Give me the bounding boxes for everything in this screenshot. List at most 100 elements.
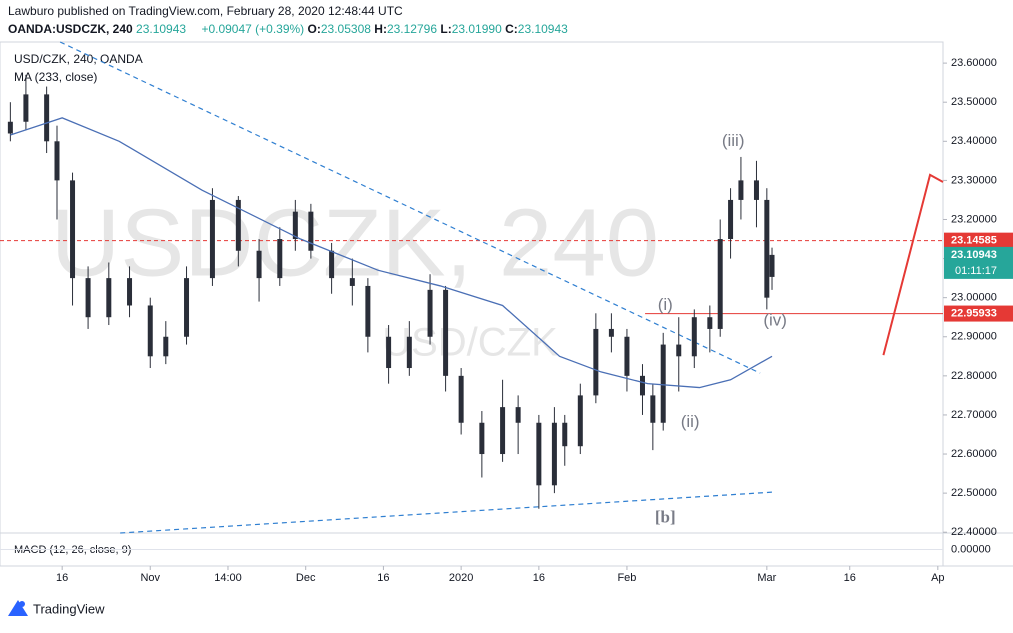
last: 23.10943 bbox=[136, 22, 186, 36]
candle-body bbox=[660, 344, 666, 423]
price-label: 23.14585 bbox=[951, 235, 997, 247]
candle-body bbox=[147, 305, 153, 357]
candle-body bbox=[769, 254, 775, 277]
candle-body bbox=[85, 278, 91, 318]
y-tick-label: 23.40000 bbox=[951, 135, 997, 147]
candle-body bbox=[386, 336, 392, 369]
legend-ma: MA (233, close) bbox=[14, 70, 97, 84]
x-tick-label: Nov bbox=[140, 572, 160, 584]
x-tick-label: 16 bbox=[56, 572, 68, 584]
candle-body bbox=[593, 328, 599, 396]
candle-body bbox=[308, 211, 314, 251]
trend-line bbox=[59, 41, 761, 374]
legend-symbol: USD/CZK, 240, OANDA bbox=[14, 52, 143, 66]
price-label-bg bbox=[944, 232, 1013, 249]
last-price-label: 23.10943 bbox=[951, 249, 997, 261]
y-tick-label: 23.30000 bbox=[951, 174, 997, 186]
x-tick-label: 14:00 bbox=[214, 572, 242, 584]
x-tick-label: 16 bbox=[844, 572, 856, 584]
candle-body bbox=[551, 422, 557, 486]
x-tick-label: 2020 bbox=[449, 572, 473, 584]
candle-body bbox=[479, 422, 485, 455]
candle-body bbox=[717, 239, 723, 329]
last-price-bg bbox=[944, 246, 1013, 279]
candle-body bbox=[349, 278, 355, 286]
candle-body bbox=[127, 278, 133, 306]
y-tick-label: 22.60000 bbox=[951, 448, 997, 460]
change: +0.09047 (+0.39%) bbox=[201, 22, 304, 36]
trend-line bbox=[120, 491, 776, 534]
countdown: 01:11:17 bbox=[955, 265, 997, 277]
candle-body bbox=[427, 289, 433, 337]
price-label: 22.95933 bbox=[951, 307, 997, 319]
x-tick-label: 16 bbox=[533, 572, 545, 584]
price-label-bg bbox=[944, 305, 1013, 322]
candle-body bbox=[500, 407, 506, 455]
candle-body bbox=[738, 180, 744, 200]
l-key: L: bbox=[440, 22, 451, 36]
candle-body bbox=[163, 336, 169, 357]
x-tick-label: Dec bbox=[296, 572, 316, 584]
macd-tick-label: 0.00000 bbox=[951, 543, 991, 555]
candle-body bbox=[7, 121, 13, 134]
wave-label: (iv) bbox=[763, 311, 787, 330]
footer-brand: TradingView bbox=[33, 601, 105, 616]
x-tick-label: 16 bbox=[377, 572, 389, 584]
y-tick-label: 22.70000 bbox=[951, 409, 997, 421]
y-tick-label: 22.50000 bbox=[951, 487, 997, 499]
logo bbox=[8, 600, 28, 616]
candle-body bbox=[235, 199, 241, 251]
candle-body bbox=[639, 375, 645, 396]
candle-body bbox=[536, 422, 542, 486]
x-tick-label: Feb bbox=[617, 572, 636, 584]
candle-body bbox=[44, 94, 50, 142]
y-tick-label: 23.00000 bbox=[951, 292, 997, 304]
l-val: 23.01990 bbox=[452, 22, 502, 36]
candle-body bbox=[764, 199, 770, 298]
candle-body bbox=[753, 180, 759, 200]
candle-body bbox=[608, 328, 614, 337]
h-key: H: bbox=[374, 22, 387, 36]
candle-body bbox=[562, 422, 568, 447]
wave-label: (iii) bbox=[722, 131, 745, 150]
y-tick-label: 23.60000 bbox=[951, 57, 997, 69]
candle-body bbox=[329, 250, 335, 279]
x-tick-label: Ap bbox=[931, 572, 944, 584]
candle-body bbox=[184, 278, 190, 337]
c-val: 23.10943 bbox=[518, 22, 568, 36]
moving-average bbox=[10, 117, 773, 389]
y-tick-label: 22.40000 bbox=[951, 526, 997, 538]
candle-body bbox=[676, 344, 682, 357]
header-line: Lawburo published on TradingView.com, Fe… bbox=[8, 4, 403, 18]
candle-body bbox=[365, 285, 371, 337]
y-tick-label: 23.20000 bbox=[951, 213, 997, 225]
watermark: USDCZK, 240 bbox=[51, 189, 659, 296]
candle-body bbox=[256, 250, 262, 279]
candle-body bbox=[458, 375, 464, 423]
candle-body bbox=[515, 407, 521, 423]
y-tick-label: 22.80000 bbox=[951, 370, 997, 382]
trend-line bbox=[882, 173, 944, 356]
candle-body bbox=[650, 395, 656, 423]
y-tick-label: 22.90000 bbox=[951, 331, 997, 343]
candle-body bbox=[728, 199, 734, 240]
header-quote: OANDA:USDCZK, 240 23.10943 +0.09047 (+0.… bbox=[8, 22, 568, 36]
candle-body bbox=[106, 278, 112, 318]
candle-body bbox=[54, 141, 60, 181]
candle-body bbox=[70, 180, 76, 279]
candle-body bbox=[23, 94, 29, 122]
candle-body bbox=[443, 289, 449, 376]
o-key: O: bbox=[308, 22, 321, 36]
wave-label: [b] bbox=[655, 507, 676, 526]
candle-body bbox=[624, 336, 630, 376]
c-key: C: bbox=[505, 22, 518, 36]
y-tick-label: 23.50000 bbox=[951, 96, 997, 108]
candle-body bbox=[691, 317, 697, 357]
candle-body bbox=[292, 211, 298, 240]
o-val: 23.05308 bbox=[321, 22, 371, 36]
wave-label: (ii) bbox=[681, 412, 700, 431]
candle-body bbox=[209, 199, 215, 279]
candle-body bbox=[707, 317, 713, 329]
symbol: OANDA:USDCZK, 240 bbox=[8, 22, 133, 36]
